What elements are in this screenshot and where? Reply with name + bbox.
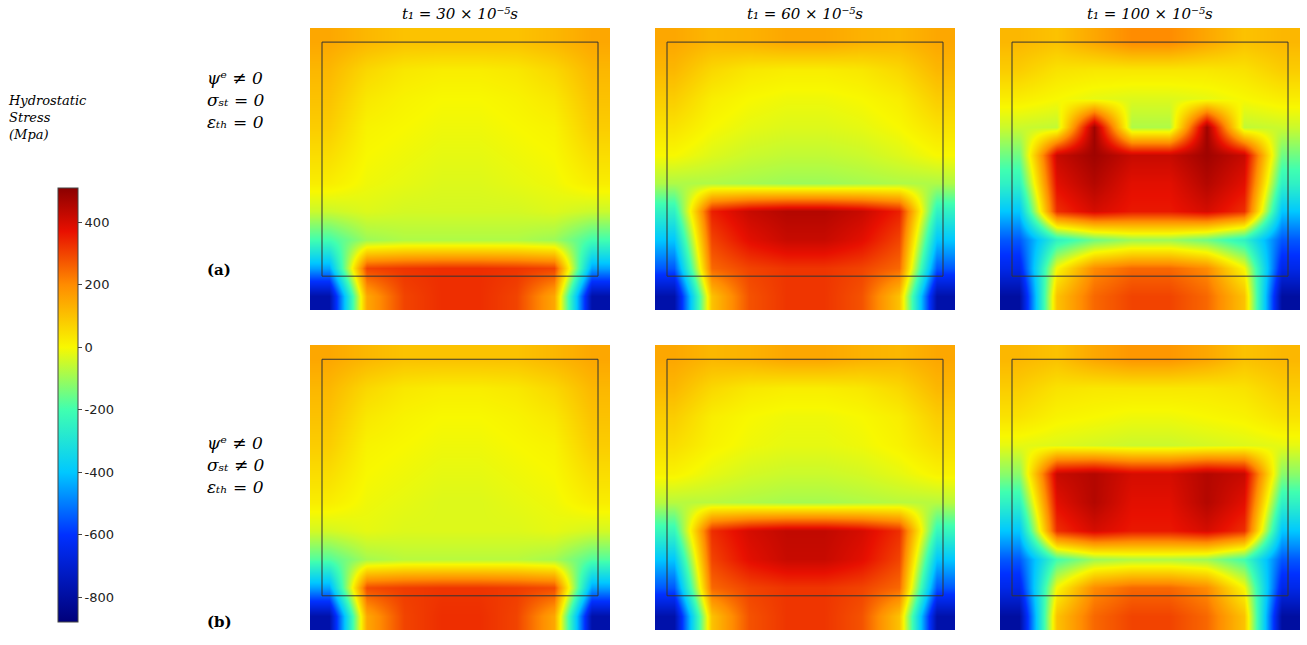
svg-text:400: 400 — [85, 215, 110, 230]
svg-text:t₁ = 60 × 10⁻⁵s: t₁ = 60 × 10⁻⁵s — [747, 5, 863, 23]
svg-text:(b): (b) — [207, 613, 232, 631]
svg-text:ψᵉ ≠ 0σₛₜ = 0εₜₕ = 0: ψᵉ ≠ 0σₛₜ = 0εₜₕ = 0 — [207, 68, 265, 132]
svg-text:-600: -600 — [85, 527, 115, 542]
svg-text:t₁ = 100 × 10⁻⁵s: t₁ = 100 × 10⁻⁵s — [1087, 5, 1213, 23]
svg-text:t₁ = 30 × 10⁻⁵s: t₁ = 30 × 10⁻⁵s — [402, 5, 518, 23]
svg-text:200: 200 — [85, 277, 110, 292]
svg-text:0: 0 — [85, 340, 93, 355]
svg-text:HydrostaticStress(Mpa): HydrostaticStress(Mpa) — [8, 93, 87, 142]
svg-text:-800: -800 — [85, 590, 115, 605]
svg-text:ψᵉ ≠ 0σₛₜ ≠ 0εₜₕ = 0: ψᵉ ≠ 0σₛₜ ≠ 0εₜₕ = 0 — [207, 433, 265, 497]
svg-text:-200: -200 — [85, 402, 115, 417]
svg-text:-400: -400 — [85, 465, 115, 480]
svg-text:(a): (a) — [207, 261, 231, 279]
